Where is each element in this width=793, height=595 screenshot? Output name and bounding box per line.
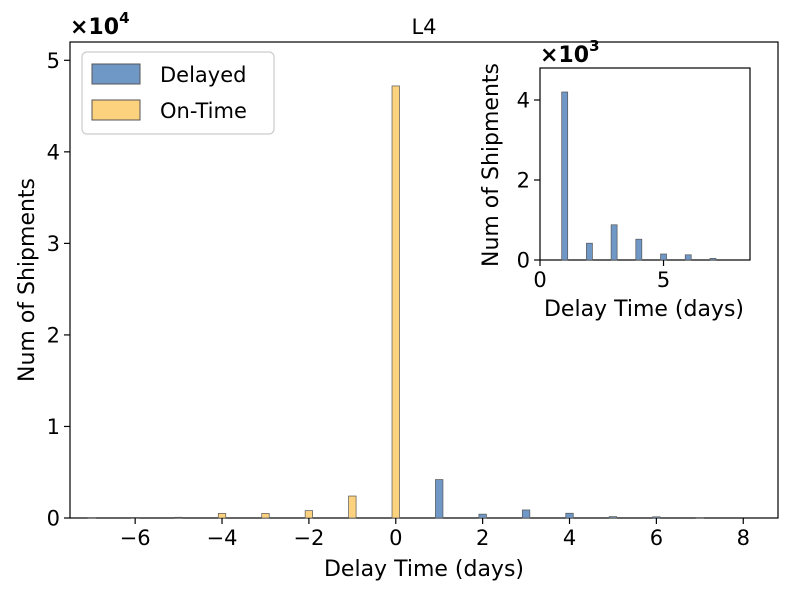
main-bars: [87, 85, 704, 519]
legend-label-on-time: On-Time: [160, 99, 247, 123]
inset-y-multiplier: ×103: [540, 37, 600, 68]
x-tick-label: 6: [650, 526, 663, 550]
x-tick-label: −2: [293, 526, 324, 550]
inset-bars: [561, 91, 717, 261]
bar-delayed-0: [435, 479, 444, 519]
main-y-axis-label: Num of Shipments: [15, 178, 40, 382]
legend: Delayed On-Time: [81, 51, 275, 135]
bar-on-time-1: [131, 517, 140, 519]
bar-delayed-6: [709, 258, 717, 261]
x-tick-label: −6: [120, 526, 151, 550]
main-y-multiplier: ×104: [70, 9, 130, 40]
bar-delayed-2: [610, 224, 618, 261]
main-x-ticks: −6 −4 −2 0 2 4 6 8: [120, 518, 750, 550]
y-tick-label: 1: [47, 415, 60, 439]
main-chart-title: L4: [411, 15, 436, 39]
legend-swatch-on-time: [91, 99, 141, 121]
inset-plot-area: [539, 67, 751, 261]
x-tick-label: 4: [563, 526, 576, 550]
bar-delayed-4: [660, 253, 667, 261]
y-tick-label: 3: [47, 232, 60, 256]
inset-y-ticks: 0 2 4: [517, 89, 540, 273]
bar-on-time-3: [217, 513, 227, 519]
y-tick-label: 0: [517, 249, 530, 273]
y-tick-label: 2: [517, 169, 530, 193]
bar-delayed-5: [652, 516, 661, 519]
bar-delayed-6: [695, 517, 704, 519]
x-tick-label: 0: [533, 268, 546, 292]
x-tick-label: 8: [737, 526, 750, 550]
bar-delayed-0: [561, 91, 569, 261]
y-tick-label: 4: [517, 89, 530, 113]
y-tick-label: 2: [47, 323, 60, 347]
bar-delayed-5: [684, 254, 692, 261]
x-tick-label: −4: [207, 526, 238, 550]
y-tick-label: 0: [47, 507, 60, 531]
bar-on-time-7: [391, 85, 400, 519]
x-tick-label: 0: [389, 526, 402, 550]
bar-on-time-5: [304, 510, 313, 519]
bar-delayed-2: [521, 509, 531, 519]
inset-x-axis-label: Delay Time (days): [544, 297, 744, 322]
bar-delayed-1: [586, 242, 593, 261]
y-tick-label: 5: [47, 49, 60, 73]
y-tick-label: 4: [47, 140, 60, 164]
bar-on-time-4: [261, 513, 270, 519]
bar-on-time-0: [87, 517, 96, 519]
main-x-axis-label: Delay Time (days): [324, 557, 524, 582]
bar-on-time-2: [174, 516, 183, 519]
bar-delayed-3: [565, 512, 574, 519]
legend-swatch-delayed: [91, 63, 141, 85]
x-tick-label: 2: [476, 526, 489, 550]
legend-label-delayed: Delayed: [160, 63, 246, 87]
bar-delayed-4: [608, 516, 618, 519]
bar-delayed-1: [478, 513, 487, 519]
main-y-ticks: 0 1 2 3 4 5: [47, 49, 70, 531]
bar-on-time-6: [348, 495, 357, 519]
inset-y-axis-label: Num of Shipments: [479, 63, 504, 267]
bar-delayed-3: [635, 238, 643, 261]
x-tick-label: 5: [657, 268, 670, 292]
